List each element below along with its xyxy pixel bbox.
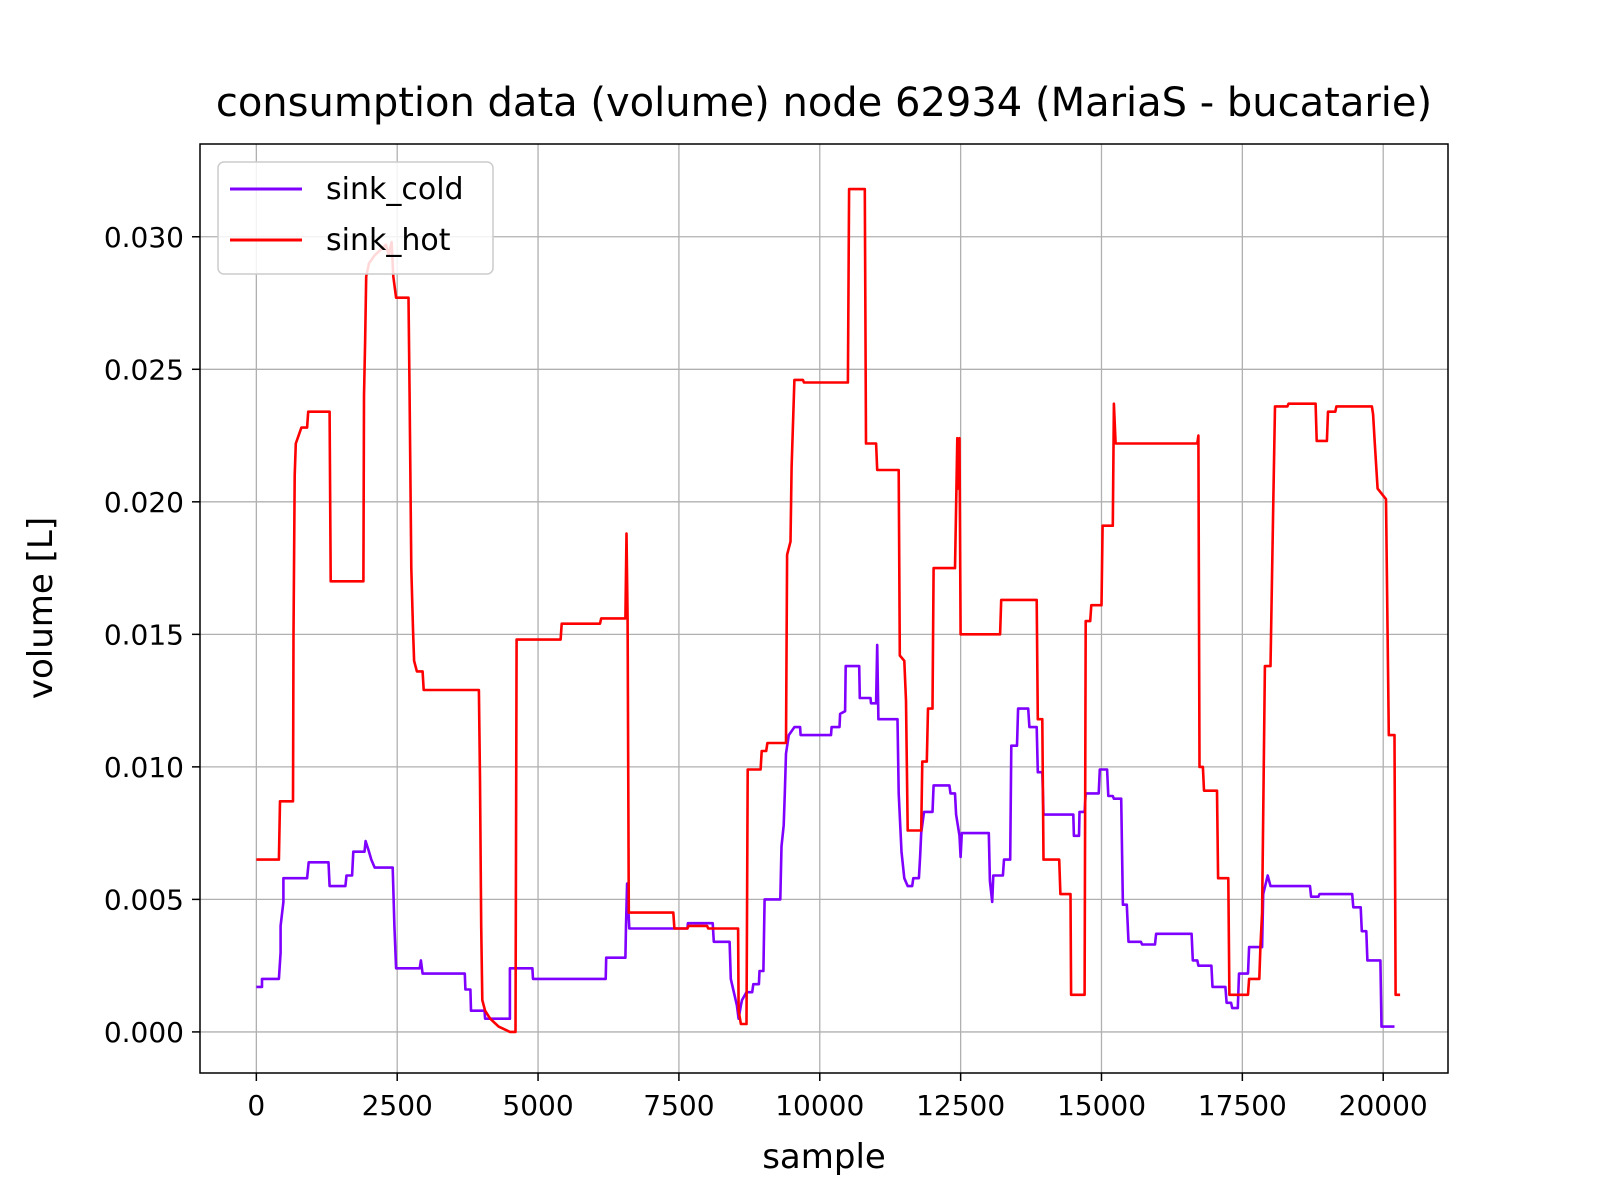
y-tick-label: 0.030	[104, 221, 184, 254]
x-tick-label: 17500	[1198, 1089, 1287, 1122]
legend: sink_cold sink_hot	[217, 161, 494, 275]
x-tick-label: 15000	[1057, 1089, 1146, 1122]
x-axis-label: sample	[762, 1137, 886, 1177]
x-tick-label: 2500	[362, 1089, 433, 1122]
x-tick-label: 20000	[1339, 1089, 1428, 1122]
x-tick-label: 12500	[916, 1089, 1005, 1122]
y-tick-label: 0.020	[104, 486, 184, 519]
y-tick-label: 0.000	[104, 1016, 184, 1049]
y-tick-label: 0.010	[104, 751, 184, 784]
series-line-sink-cold	[256, 643, 1395, 1028]
legend-label-sink-cold: sink_cold	[326, 172, 464, 207]
x-tick-label: 10000	[775, 1089, 864, 1122]
y-axis-label: volume [L]	[21, 517, 61, 699]
x-tick-label: 0	[247, 1089, 265, 1122]
plot-lines	[256, 187, 1401, 1034]
plot-frame	[199, 143, 1449, 1074]
x-axis-ticks: 0 2500 5000 7500 10000 12500 15000 17500 20000	[247, 1073, 1428, 1122]
x-tick-label: 5000	[502, 1089, 573, 1122]
y-tick-label: 0.005	[104, 883, 184, 916]
y-axis-ticks: 0.000 0.005 0.010 0.015 0.020 0.025 0.030	[104, 221, 200, 1049]
grid	[200, 144, 1448, 1073]
series-line-sink-hot	[256, 187, 1401, 1034]
legend-label-sink-hot: sink_hot	[326, 223, 451, 258]
y-tick-label: 0.025	[104, 353, 184, 386]
y-tick-label: 0.015	[104, 618, 184, 651]
chart-title: consumption data (volume) node 62934 (Ma…	[216, 80, 1432, 126]
x-tick-label: 7500	[643, 1089, 714, 1122]
